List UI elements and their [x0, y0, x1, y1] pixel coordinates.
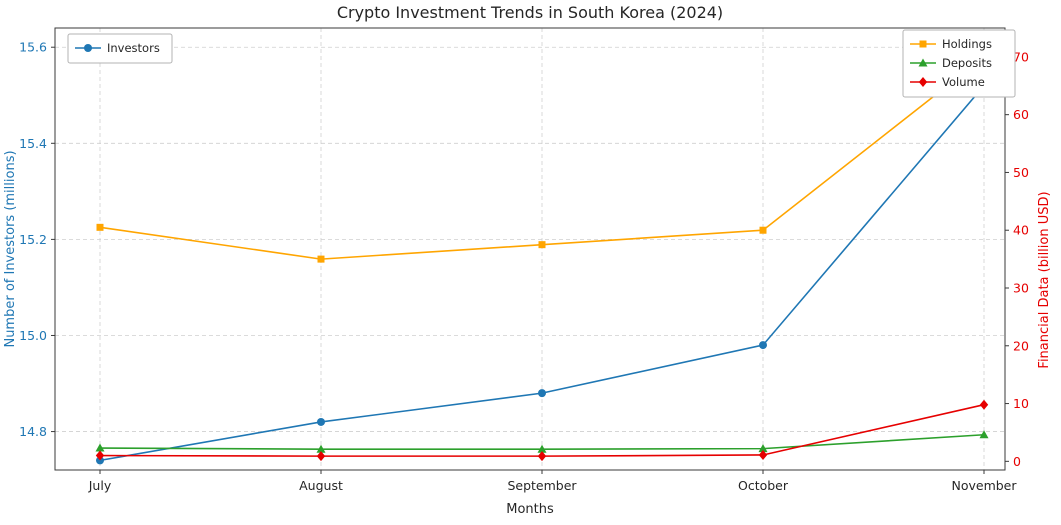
legend-marker-volume	[918, 77, 928, 87]
series-marker-volume	[316, 451, 326, 462]
legend-label-investors: Investors	[107, 41, 160, 55]
legend-marker-deposits	[918, 58, 928, 67]
series-marker-deposits	[316, 444, 326, 453]
series-marker-volume	[537, 451, 547, 462]
right-axis-label: Financial Data (billion USD)	[1037, 191, 1052, 368]
right-axis-tick-label: 0	[1013, 454, 1021, 469]
series-marker-deposits	[979, 430, 989, 439]
series-marker-investors	[759, 341, 767, 350]
x-axis-tick-label: August	[299, 478, 343, 493]
series-marker-holdings	[317, 255, 325, 263]
right-axis-tick-label: 20	[1013, 338, 1029, 353]
series-marker-deposits	[537, 444, 547, 453]
series-marker-volume	[758, 449, 768, 460]
right-axis-tick-label: 10	[1013, 396, 1029, 411]
x-axis-label: Months	[506, 502, 554, 517]
x-axis-tick-label: July	[88, 478, 112, 493]
series-marker-volume	[95, 450, 105, 461]
legend-left: Investors	[67, 33, 173, 64]
series-marker-investors	[317, 417, 325, 426]
series-marker-holdings	[538, 241, 546, 249]
plot-area: 14.8 15.0 15.2 15.4 15.6 0 10 20 30 40 50 60 70 July A…	[19, 27, 1029, 493]
series-marker-volume	[979, 399, 989, 410]
legend-right: Holdings Deposits Volume	[902, 29, 1016, 98]
left-axis-label: Number of Investors (millions)	[3, 150, 18, 347]
legend-right-box	[902, 29, 1016, 98]
left-axis-tick-label: 14.8	[19, 424, 47, 439]
left-axis-tick-label: 15.4	[19, 136, 47, 151]
right-axis-tick-label: 40	[1013, 223, 1029, 238]
series-marker-holdings	[759, 226, 767, 234]
plot-border	[54, 27, 1006, 471]
right-axis-tick-label: 70	[1013, 49, 1029, 64]
legend-label-deposits: Deposits	[942, 56, 992, 70]
legend-label-holdings: Holdings	[942, 37, 992, 51]
legend-label-volume: Volume	[942, 75, 985, 89]
right-axis-tick-label: 30	[1013, 281, 1029, 296]
x-axis-tick-label: September	[507, 478, 577, 493]
right-axis-tick-label: 50	[1013, 165, 1029, 180]
x-axis-tick-label: October	[738, 478, 789, 493]
series-marker-holdings	[96, 223, 104, 231]
legend-marker-investors	[84, 44, 92, 52]
series-marker-deposits	[95, 443, 105, 452]
x-axis-tick-label: November	[951, 478, 1017, 493]
series-marker-investors	[538, 389, 546, 398]
left-axis-tick-label: 15.0	[19, 328, 47, 343]
legend-left-box	[67, 33, 173, 64]
right-axis-tick-label: 60	[1013, 107, 1029, 122]
chart-title: Crypto Investment Trends in South Korea …	[337, 3, 723, 22]
left-axis-tick-label: 15.2	[19, 232, 47, 247]
series-marker-deposits	[758, 444, 768, 453]
legend-marker-holdings	[919, 40, 927, 48]
left-axis-tick-label: 15.6	[19, 40, 47, 55]
